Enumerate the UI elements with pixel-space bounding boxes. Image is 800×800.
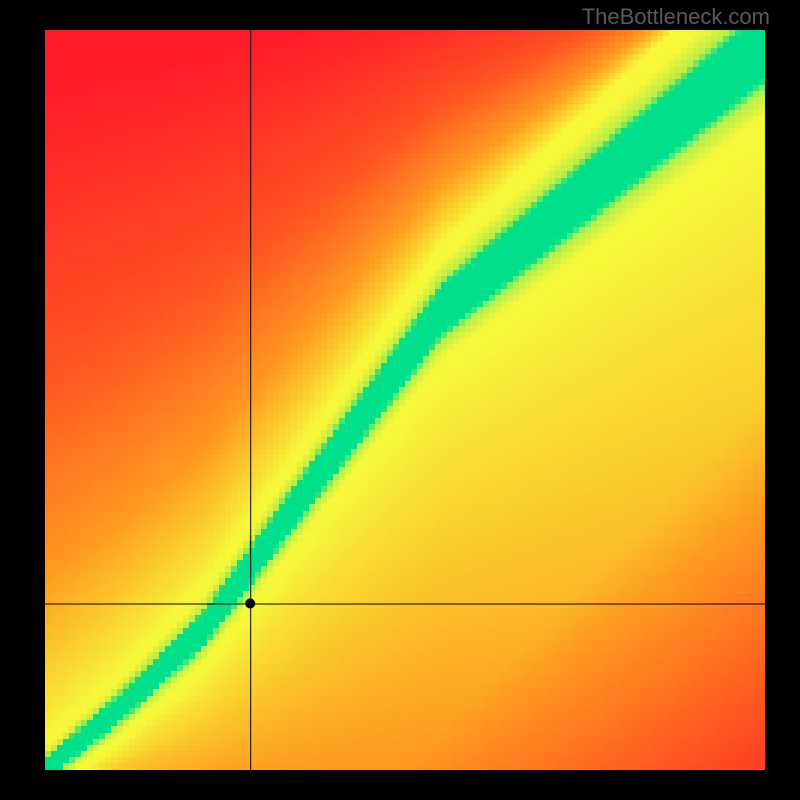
bottleneck-heatmap: [45, 30, 765, 770]
watermark-text: TheBottleneck.com: [582, 4, 770, 30]
chart-container: TheBottleneck.com: [0, 0, 800, 800]
